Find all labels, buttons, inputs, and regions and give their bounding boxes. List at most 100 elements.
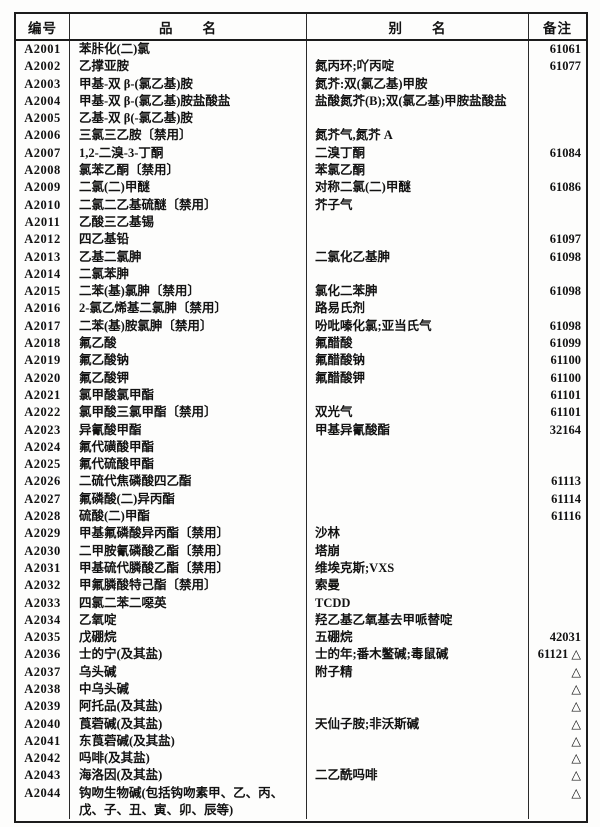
cell-name: 氯甲酸三氯甲酯〔禁用〕: [70, 404, 307, 422]
cell-name: 苯胩化(二)氯: [70, 41, 307, 59]
cell-name: 二氯苯胂: [70, 265, 307, 284]
cell-code: A2002: [16, 58, 70, 76]
cell-name: 异氰酸甲酯: [70, 421, 307, 439]
cell-name: 乙氧啶: [70, 611, 307, 630]
cell-remark: △: [571, 751, 581, 766]
cell-name: 氟乙酸: [70, 335, 307, 353]
cell-remark: △: [571, 716, 581, 731]
cell-remark: [529, 439, 586, 456]
cell-name: 乌头碱: [70, 663, 307, 681]
cell-code: A2026: [16, 473, 70, 491]
cell-code: A2004: [16, 92, 70, 111]
table-row: A2024 氟代磺酸甲酯: [16, 438, 586, 457]
table-row: A2005 乙基-双 β(-氯乙基)胺: [16, 110, 586, 128]
cell-name: 甲基氟磷酸异丙酯〔禁用〕: [70, 525, 307, 543]
table-row: A2015 二苯(基)氯胂〔禁用〕 氯化二苯胂 61098: [16, 283, 586, 301]
cell-code: A2028: [16, 508, 70, 526]
cell-alias: 索曼: [307, 577, 529, 595]
cell-code: A2031: [16, 559, 70, 578]
table-header-row: 编号 品 名 别 名 备注: [16, 14, 586, 41]
cell-code: A2007: [16, 144, 70, 163]
cell-name: 四乙基铅: [70, 231, 307, 249]
cell-name: 氯苯乙酮〔禁用〕: [70, 162, 307, 180]
cell-name: 二甲胺氰磷酸乙酯〔禁用〕: [70, 542, 307, 560]
cell-name: 东莨菪碱(及其盐): [70, 732, 307, 751]
cell-alias: [307, 750, 529, 768]
cell-alias: 塔崩: [307, 542, 529, 560]
cell-remark: [529, 543, 586, 560]
table-row: A2032 甲氟膦酸特己酯〔禁用〕 索曼: [16, 577, 586, 595]
column-header-code: 编号: [16, 14, 70, 39]
table-row: A2003 甲基-双 β-(氯乙基)胺 氮芥:双(氯乙基)甲胺: [16, 75, 586, 93]
cell-remark: △: [571, 664, 581, 679]
column-header-remark: 备注: [543, 20, 572, 36]
cell-code: A2036: [16, 646, 70, 664]
cell-name: 氟乙酸钾: [70, 369, 307, 387]
cell-code: A2014: [16, 265, 70, 284]
table-row: A2006 三氯三乙胺〔禁用〕 氮芥气,氮芥 A: [16, 127, 586, 145]
cell-code: A2008: [16, 162, 70, 180]
cell-name: 二苯(基)氯胂〔禁用〕: [70, 283, 307, 301]
cell-alias: [307, 508, 529, 526]
table-row: A2022 氯甲酸三氯甲酯〔禁用〕 双光气 61101: [16, 404, 586, 422]
cell-name: 海洛因(及其盐): [70, 767, 307, 785]
cell-remark: [529, 612, 586, 629]
cell-name: 二苯(基)胺氯胂〔禁用〕: [70, 317, 307, 336]
cell-code: A2029: [16, 525, 70, 543]
cell-alias: 氟醋酸钠: [307, 352, 529, 370]
cell-name: 乙酸三乙基锡: [70, 213, 307, 232]
table-row: A2039 阿托品(及其盐) △: [16, 698, 586, 716]
cell-alias: 天仙子胺;非沃斯碱: [307, 715, 529, 733]
cell-name: 士的宁(及其盐): [70, 646, 307, 664]
cell-remark: [529, 560, 586, 577]
cell-name: 中乌头碱: [70, 680, 307, 699]
table-row: A2021 氯甲酸氯甲酯 61101: [16, 386, 586, 405]
cell-remark: [529, 266, 586, 283]
cell-code: A2040: [16, 715, 70, 733]
cell-remark: 42031: [549, 630, 581, 645]
table-row: A2038 中乌头碱 △: [16, 680, 586, 699]
cell-alias: [307, 698, 529, 716]
cell-remark: [529, 76, 586, 93]
table-row: A2012 四乙基铅 61097: [16, 231, 586, 249]
cell-name: 乙撑亚胺: [70, 58, 307, 76]
cell-code: A2015: [16, 283, 70, 301]
cell-remark: 61121 △: [537, 647, 581, 662]
table-row: A2041 东莨菪碱(及其盐) △: [16, 732, 586, 751]
cell-remark: 61097: [549, 232, 581, 247]
cell-remark: [529, 110, 586, 127]
cell-alias: [307, 438, 529, 457]
table-row: A2044 钩吻生物碱(包括钩吻素甲、乙、丙、戊、子、丑、寅、卯、辰等) △: [16, 784, 586, 820]
cell-code: A2020: [16, 369, 70, 387]
cell-alias: [307, 213, 529, 232]
cell-name: 氟代磺酸甲酯: [70, 438, 307, 457]
cell-code: A2035: [16, 629, 70, 647]
cell-name: 甲基-双 β-(氯乙基)胺: [70, 75, 307, 93]
cell-code: A2030: [16, 542, 70, 560]
cell-remark: 61086: [549, 180, 581, 195]
cell-alias: [307, 456, 529, 474]
cell-alias: [307, 784, 529, 820]
cell-alias: 氟醋酸: [307, 335, 529, 353]
cell-name: 氟磷酸(二)异丙酯: [70, 490, 307, 509]
cell-alias: 氮芥气,氮芥 A: [307, 127, 529, 145]
cell-alias: 维埃克斯;VXS: [307, 559, 529, 578]
cell-name: 甲基硫代膦酸乙酯〔禁用〕: [70, 559, 307, 578]
cell-code: A2019: [16, 352, 70, 370]
cell-name: 钩吻生物碱(包括钩吻素甲、乙、丙、戊、子、丑、寅、卯、辰等): [70, 784, 307, 820]
table-row: A2036 士的宁(及其盐) 士的年;番木鳖碱;毒鼠碱 61121 △: [16, 646, 586, 664]
cell-code: A2032: [16, 577, 70, 595]
cell-remark: 61061: [549, 42, 581, 56]
table-row: A2014 二氯苯胂: [16, 265, 586, 284]
table-row: A2040 莨菪碱(及其盐) 天仙子胺;非沃斯碱 △: [16, 715, 586, 733]
cell-code: A2013: [16, 248, 70, 266]
table-row: A2011 乙酸三乙基锡: [16, 213, 586, 232]
cell-name: 阿托品(及其盐): [70, 698, 307, 716]
cell-name: 莨菪碱(及其盐): [70, 715, 307, 733]
cell-name: 2-氯乙烯基二氯胂〔禁用〕: [70, 300, 307, 318]
cell-alias: 沙林: [307, 525, 529, 543]
table-row: A2034 乙氧啶 羟乙基乙氧基去甲哌替啶: [16, 611, 586, 630]
cell-code: A2012: [16, 231, 70, 249]
cell-name: 氟乙酸钠: [70, 352, 307, 370]
table-row: A2030 二甲胺氰磷酸乙酯〔禁用〕 塔崩: [16, 542, 586, 560]
